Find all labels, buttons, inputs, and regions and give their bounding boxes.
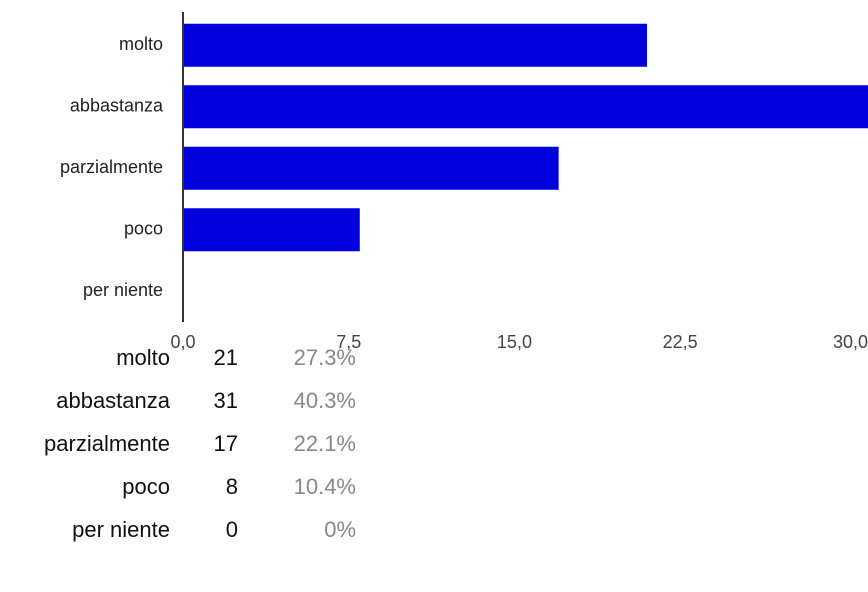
bar-molto <box>183 23 648 67</box>
category-label-poco: poco <box>124 219 163 239</box>
bar-parzialmente <box>183 146 559 190</box>
summary-count: 31 <box>213 387 238 413</box>
summary-percent: 40.3% <box>293 387 356 413</box>
summary-label: poco <box>122 473 170 499</box>
summary-count: 17 <box>213 430 238 456</box>
summary-row: poco 8 10.4% <box>0 465 356 508</box>
x-axis-ticks: 0,0 7,5 15,0 22,5 30,0 <box>170 332 868 352</box>
summary-count: 0 <box>225 516 238 542</box>
x-tick-label: 7,5 <box>336 332 361 352</box>
bars-group <box>183 23 868 252</box>
summary-row: per niente 0 0% <box>0 508 356 551</box>
category-labels: molto abbastanza parzialmente poco per nient… <box>60 34 164 300</box>
summary-percent: 10.4% <box>293 473 356 499</box>
category-label-parzialmente: parzialmente <box>60 157 163 177</box>
x-tick-label: 0,0 <box>170 332 195 352</box>
summary-label: parzialmente <box>44 430 170 456</box>
summary-row: parzialmente 17 22.1% <box>0 422 356 465</box>
summary-percent: 27.3% <box>293 344 356 370</box>
x-tick-label: 22,5 <box>663 332 698 352</box>
summary-row: molto 21 27.3% <box>0 336 356 379</box>
bar-poco <box>183 208 360 252</box>
bar-chart: molto abbastanza parzialmente poco per nient… <box>60 12 868 352</box>
summary-row: abbastanza 31 40.3% <box>0 379 356 422</box>
summary-percent: 22.1% <box>293 430 356 456</box>
category-label-molto: molto <box>119 34 163 54</box>
category-label-per-niente: per niente <box>83 280 163 300</box>
summary-count: 8 <box>225 473 238 499</box>
bar-abbastanza <box>183 85 868 129</box>
summary-label: abbastanza <box>56 387 170 413</box>
summary-label: per niente <box>72 516 170 542</box>
summary-table: molto 21 27.3% abbastanza 31 40.3% parzialment… <box>0 336 356 551</box>
summary-percent: 0% <box>324 516 356 542</box>
category-label-abbastanza: abbastanza <box>70 96 164 116</box>
x-tick-label: 30,0 <box>833 332 868 352</box>
x-tick-label: 15,0 <box>497 332 532 352</box>
summary-label: molto <box>116 344 170 370</box>
summary-count: 21 <box>213 344 238 370</box>
